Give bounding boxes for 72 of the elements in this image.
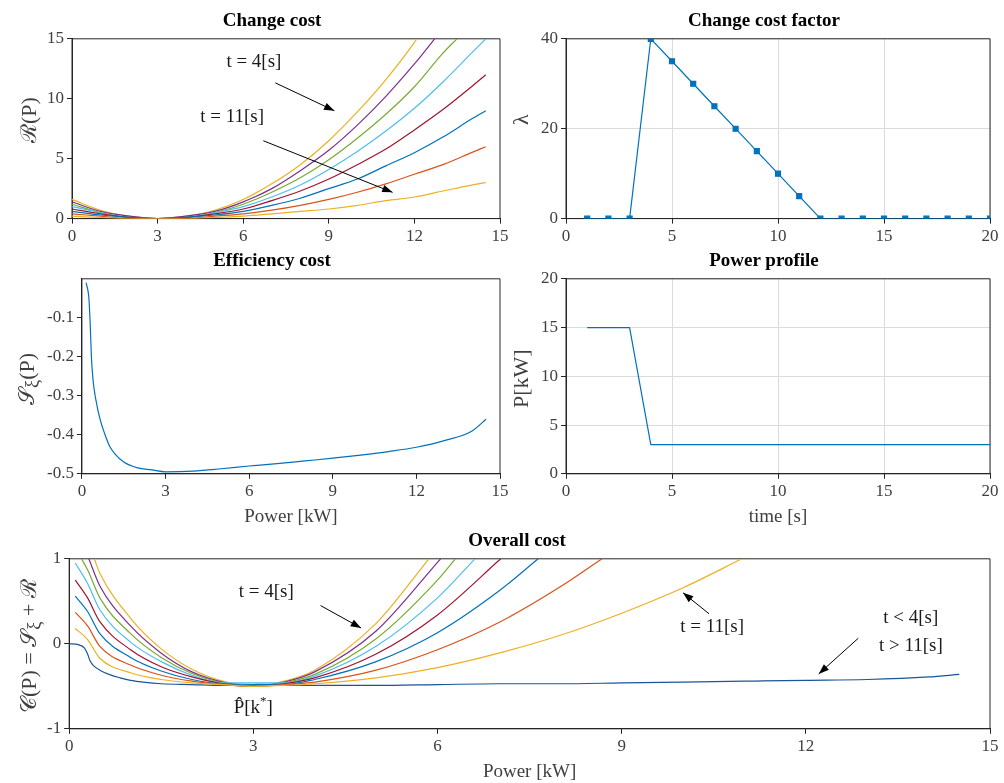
- x-axis-title: Power [kW]: [482, 759, 577, 781]
- x-tick-label: 15: [491, 226, 509, 246]
- line-series: [85, 282, 487, 473]
- point: [796, 193, 803, 200]
- annotation: t = 4[s]: [226, 50, 282, 72]
- y-tick-label: 0: [549, 208, 558, 228]
- annotation: t > 11[s]: [878, 634, 943, 656]
- x-axis-title: time [s]: [748, 504, 808, 526]
- chart-title: Power profile: [709, 249, 819, 271]
- x-tick-label: 9: [617, 736, 626, 756]
- y-axis-title: λ: [508, 113, 534, 128]
- x-tick-label: 9: [328, 481, 338, 501]
- annotation: t = 11[s]: [680, 614, 744, 636]
- point: [732, 125, 739, 132]
- point: [711, 103, 718, 110]
- x-tick-label: 15: [875, 481, 893, 501]
- y-tick-label: -1: [46, 718, 62, 738]
- x-tick-label: 6: [238, 226, 248, 246]
- point: [753, 148, 760, 155]
- x-tick-label: 3: [161, 481, 170, 501]
- point: [690, 80, 697, 87]
- y-tick-label: -0.4: [46, 424, 75, 444]
- y-tick-label: 40: [541, 28, 558, 48]
- chart-title: Overall cost: [468, 529, 567, 551]
- x-tick-label: 6: [244, 481, 254, 501]
- x-tick-label: 5: [667, 481, 677, 501]
- y-tick-label: 15: [47, 28, 64, 48]
- x-tick-label: 15: [981, 736, 999, 756]
- y-tick-label: 0: [52, 633, 62, 653]
- x-tick-label: 9: [324, 226, 334, 246]
- y-tick-label: -0.5: [46, 463, 74, 483]
- line-series: [74, 558, 743, 687]
- annotation: t = 4[s]: [238, 580, 294, 602]
- chart-title: Efficiency cost: [213, 249, 332, 271]
- y-axis-title: ℛ(P): [15, 96, 42, 145]
- x-tick-label: 12: [407, 481, 425, 501]
- y-tick-label: 20: [541, 268, 558, 288]
- annotation: t < 4[s]: [883, 605, 939, 627]
- x-tick-label: 0: [77, 481, 87, 501]
- chart-title: Change cost: [222, 9, 323, 31]
- x-tick-label: 20: [981, 226, 999, 246]
- y-axis-title: P[kW]: [508, 348, 534, 411]
- x-tick-label: 5: [667, 226, 677, 246]
- annotation: t = 11[s]: [200, 104, 264, 126]
- x-tick-label: 12: [405, 226, 423, 246]
- y-tick-label: 10: [47, 88, 64, 108]
- point: [668, 58, 676, 65]
- x-tick-label: 10: [769, 481, 787, 501]
- x-tick-label: 12: [797, 736, 815, 756]
- y-tick-label: -0.3: [46, 385, 74, 405]
- y-tick-label: 1: [52, 548, 62, 568]
- point: [774, 170, 782, 177]
- y-tick-label: 5: [55, 148, 64, 168]
- y-tick-label: 5: [549, 414, 558, 434]
- y-tick-label: 0: [55, 208, 64, 228]
- x-axis-title: Power [kW]: [244, 504, 338, 526]
- y-tick-label: -0.1: [46, 307, 74, 327]
- y-tick-label: 15: [541, 317, 558, 337]
- x-tick-label: 3: [153, 226, 162, 246]
- line-series: [72, 110, 487, 219]
- x-tick-label: 6: [433, 736, 442, 756]
- chart-title: Change cost factor: [688, 9, 841, 31]
- y-tick-label: 0: [549, 463, 558, 483]
- y-tick-label: 10: [541, 365, 558, 385]
- x-tick-label: 15: [491, 481, 509, 501]
- y-tick-label: -0.2: [46, 346, 74, 366]
- x-tick-label: 10: [769, 226, 787, 246]
- x-tick-label: 15: [875, 226, 893, 246]
- x-tick-label: 20: [981, 481, 999, 501]
- x-tick-label: 3: [249, 736, 258, 756]
- annotation: P̂[k*]: [233, 693, 273, 718]
- y-tick-label: 20: [541, 118, 558, 138]
